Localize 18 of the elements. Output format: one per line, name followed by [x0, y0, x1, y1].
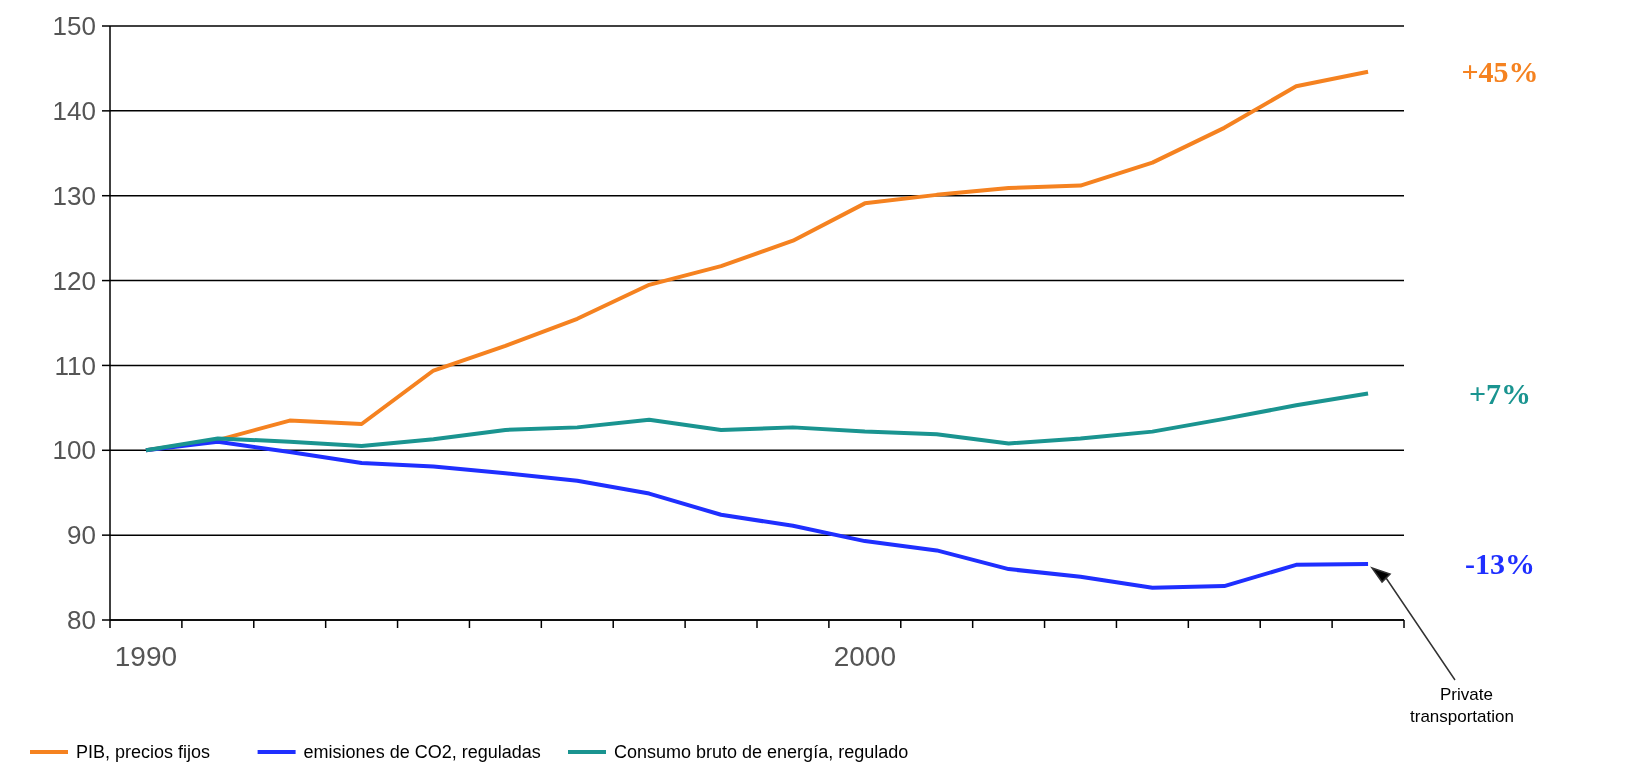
- text: +45%: [1461, 55, 1539, 89]
- y-tick-label: 150: [52, 11, 96, 42]
- line-series: [143, 391, 1371, 453]
- y-tick-label: 140: [52, 95, 96, 126]
- y-tick-label: 80: [67, 605, 96, 636]
- text: -13%: [1465, 547, 1535, 581]
- text: Private transportation: [1410, 685, 1514, 726]
- y-tick-label: 90: [67, 520, 96, 551]
- y-tick-label: 120: [52, 265, 96, 296]
- legend-label: emisiones de CO2, reguladas: [303, 742, 541, 763]
- y-tick-label: 110: [54, 350, 96, 381]
- x-tick-label: 2000: [833, 641, 896, 672]
- y-tick-label: 130: [52, 180, 96, 211]
- x-tick-label: 1990: [114, 641, 178, 672]
- legend-label: PIB, precios fijos: [76, 742, 211, 763]
- y-tick-label: 100: [52, 435, 96, 466]
- legend-label: Consumo bruto de energía, regulado: [614, 742, 909, 763]
- text: +7%: [1468, 376, 1532, 410]
